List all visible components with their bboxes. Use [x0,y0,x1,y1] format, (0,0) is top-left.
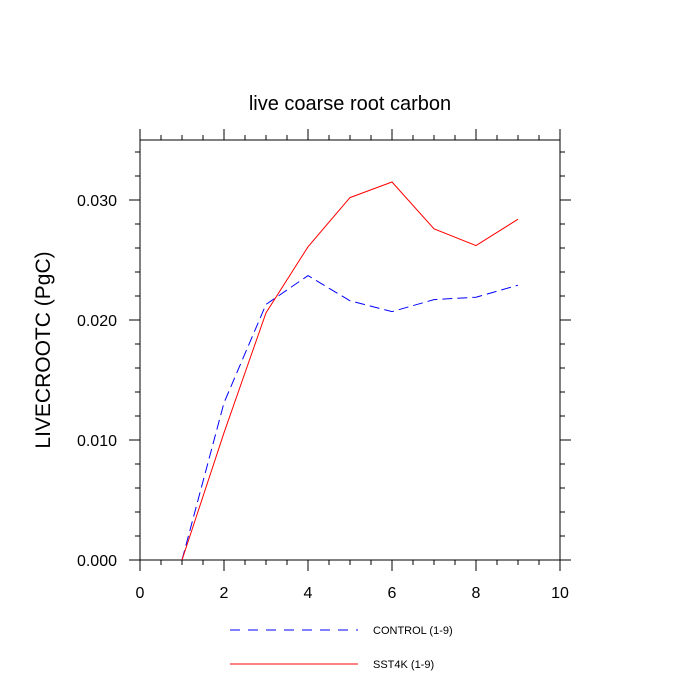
y-tick-label: 0.000 [77,553,117,570]
y-tick-label: 0.020 [77,313,117,330]
y-tick-label: 0.010 [77,433,117,450]
x-tick-label: 6 [388,585,397,602]
series-line-control [181,275,519,561]
y-tick-labels: 0.000 0.010 0.020 0.030 [77,193,117,570]
legend-label: SST4K (1-9) [373,659,434,671]
x-tick-labels: 0 2 4 6 8 10 [136,585,569,602]
x-tick-label: 4 [304,585,313,602]
x-tick-label: 8 [472,585,481,602]
axis-ticks [129,129,571,571]
x-tick-label: 0 [136,585,145,602]
y-axis-label: LIVECROOTC (PgC) [32,251,55,448]
series-lines [181,181,519,561]
series-line-sst4k [181,181,519,561]
legend-label: CONTROL (1-9) [373,625,453,637]
legend: CONTROL (1-9) SST4K (1-9) [230,625,453,671]
chart-title: live coarse root carbon [249,93,451,115]
x-tick-label: 2 [220,585,229,602]
x-tick-label: 10 [551,585,569,602]
y-tick-label: 0.030 [77,193,117,210]
